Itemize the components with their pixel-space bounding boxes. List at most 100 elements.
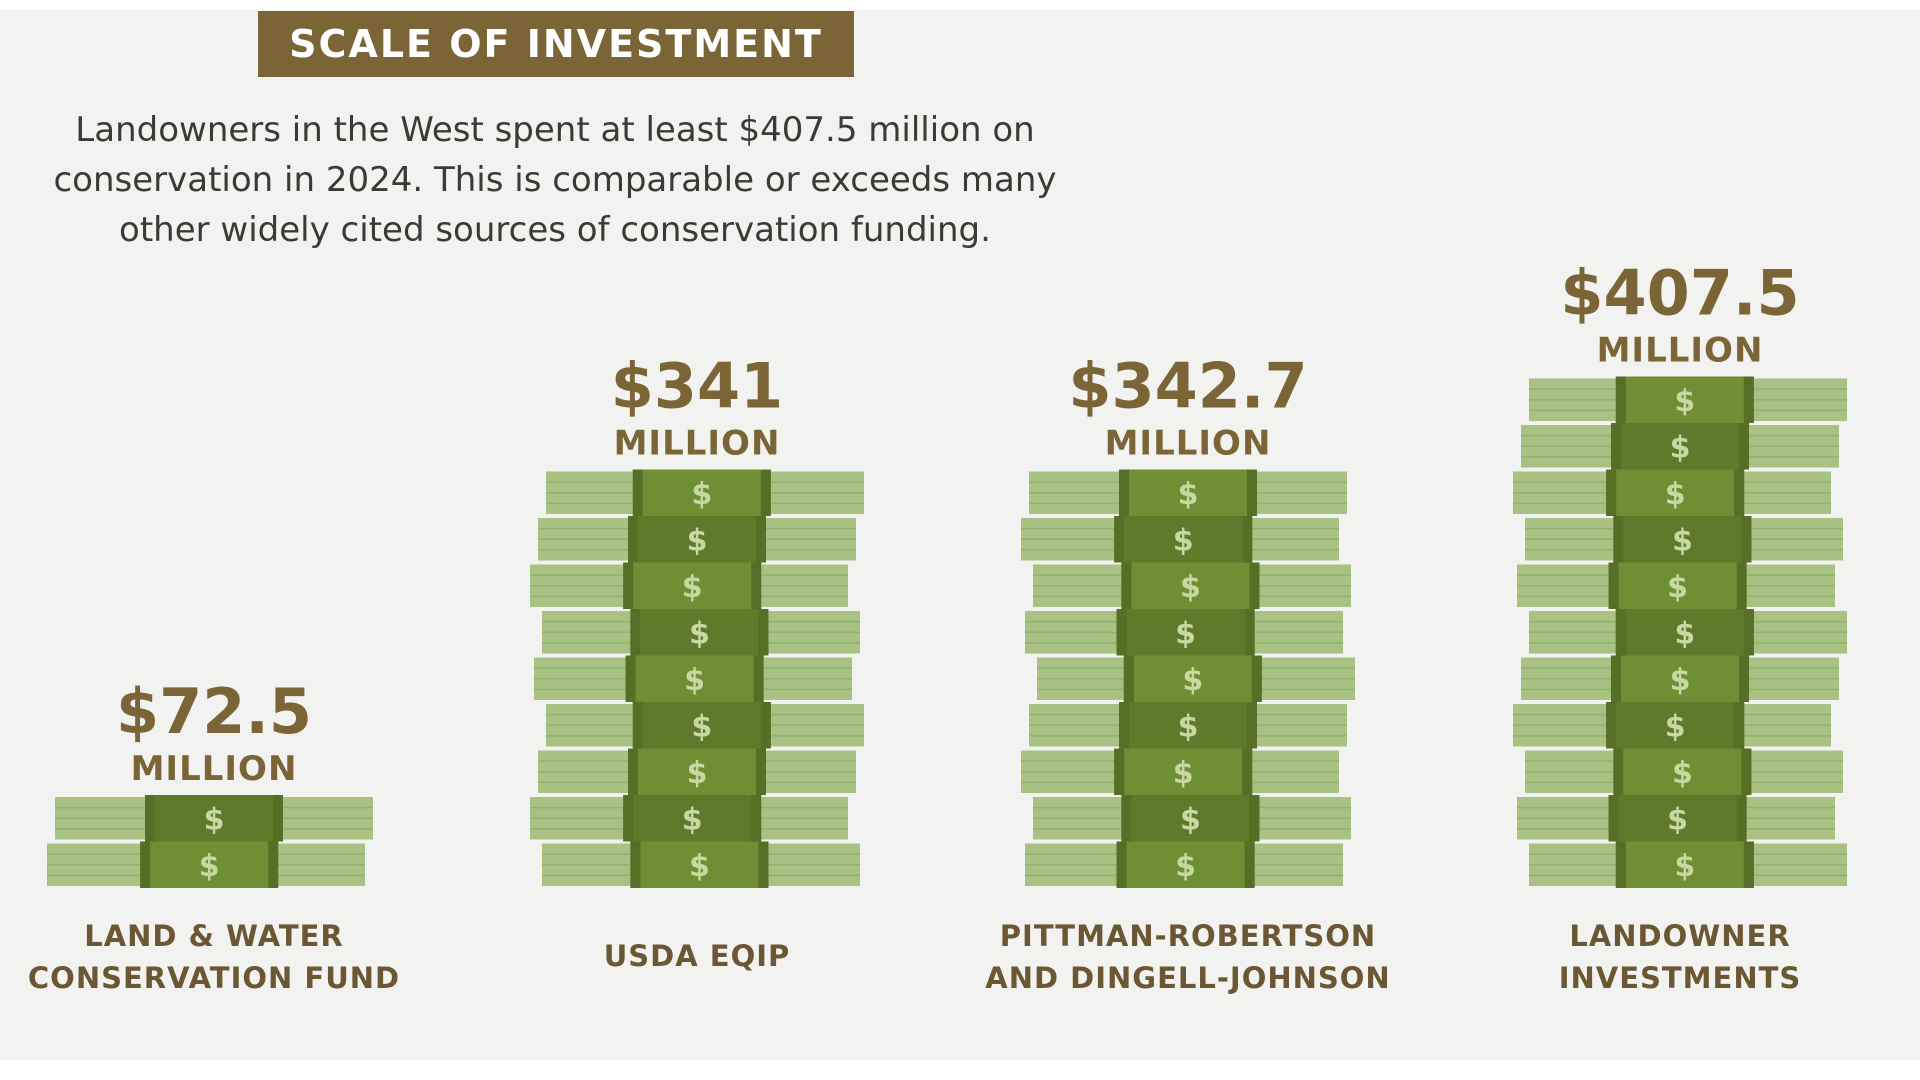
bill-band-edge [1739, 655, 1749, 702]
bill-band-edge [1741, 748, 1752, 795]
dollar-sign-icon: $ [1670, 663, 1691, 698]
dollar-sign-icon: $ [1667, 570, 1688, 605]
dollar-sign-icon: $ [687, 523, 708, 558]
bill-band-edge [628, 516, 638, 563]
page-title: SCALE OF INVESTMENT [258, 11, 854, 77]
value-unit-label: MILLION [1597, 331, 1764, 371]
bill-band-edge [1247, 469, 1257, 516]
bill-band-edge [623, 562, 634, 609]
dollar-sign-icon: $ [682, 802, 703, 837]
bill-band-edge [1114, 516, 1125, 563]
bill-band [628, 748, 766, 795]
category-label: AND DINGELL-JOHNSON [985, 961, 1390, 995]
bill-bundle: $ [1513, 702, 1831, 749]
bill-band-edge [1123, 655, 1134, 702]
bill-band-edge [632, 469, 643, 516]
bill-band-edge [1736, 795, 1747, 842]
bill-band-edge [623, 795, 634, 842]
dollar-sign-icon: $ [1665, 709, 1686, 744]
dollar-sign-icon: $ [682, 570, 703, 605]
bill-band-edge [1242, 516, 1253, 563]
bill-band [1114, 516, 1253, 563]
bill-band [1615, 841, 1754, 888]
value-label: $341 [611, 350, 784, 423]
intro-line: Landowners in the West spent at least $4… [75, 110, 1035, 150]
dollar-sign-icon: $ [1173, 523, 1194, 558]
bill-band [1121, 562, 1260, 609]
bill-band-edge [1613, 748, 1624, 795]
bill-band-edge [273, 795, 283, 842]
bill-band [623, 562, 762, 609]
dollar-sign-icon: $ [1180, 802, 1201, 837]
bill-bundle: $ [1033, 562, 1351, 609]
bill-bundle: $ [1529, 609, 1847, 656]
bill-bundle: $ [542, 841, 860, 888]
bill-bundle: $ [1525, 748, 1843, 795]
dollar-sign-icon: $ [1665, 477, 1686, 512]
bill-bundle: $ [1021, 748, 1339, 795]
bill-band-edge [1741, 516, 1752, 563]
bill-band-edge [1743, 841, 1754, 888]
dollar-sign-icon: $ [691, 477, 712, 512]
bill-bundle: $ [1025, 609, 1343, 656]
dollar-sign-icon: $ [1175, 616, 1196, 651]
bill-band-edge [1249, 795, 1260, 842]
bill-band-edge [1119, 702, 1129, 749]
bill-band [1608, 795, 1747, 842]
value-unit-label: MILLION [614, 424, 781, 464]
bill-band-edge [1608, 562, 1619, 609]
intro-paragraph: Landowners in the West spent at least $4… [10, 105, 1100, 255]
bill-bundle: $ [1521, 655, 1839, 702]
dollar-sign-icon: $ [689, 616, 710, 651]
bill-band-edge [1743, 376, 1754, 423]
bill-band [1114, 748, 1253, 795]
dollar-sign-icon: $ [1672, 756, 1693, 791]
bill-band [632, 469, 771, 516]
bill-bundle: $ [1025, 841, 1343, 888]
bill-band [1608, 562, 1747, 609]
bill-band-edge [628, 748, 638, 795]
bill-band-edge [1615, 376, 1626, 423]
bill-bundle: $ [1029, 469, 1347, 516]
bill-band-edge [625, 655, 636, 702]
bill-band-edge [756, 748, 766, 795]
bill-bundle: $ [1033, 795, 1351, 842]
bill-band-edge [1734, 702, 1745, 749]
bill-band [1606, 702, 1745, 749]
bill-band [632, 702, 771, 749]
bill-band-edge [1611, 655, 1621, 702]
bill-band [1611, 655, 1749, 702]
bill-band [1611, 423, 1749, 470]
bill-band [1613, 748, 1752, 795]
bill-band-edge [758, 609, 769, 656]
value-unit-label: MILLION [131, 749, 298, 789]
bill-band [145, 795, 283, 842]
bill-band-edge [756, 516, 766, 563]
bill-bundle: $ [1517, 795, 1835, 842]
dollar-sign-icon: $ [1182, 663, 1203, 698]
bill-bundle: $ [1517, 562, 1835, 609]
value-label: $342.7 [1068, 350, 1307, 423]
bill-band-edge [1615, 609, 1626, 656]
bill-bundle: $ [1521, 423, 1839, 470]
bill-band-edge [1244, 841, 1255, 888]
bill-band [1121, 795, 1260, 842]
bill-band-edge [1249, 562, 1260, 609]
bill-band [630, 841, 769, 888]
bill-band-edge [1119, 469, 1129, 516]
bill-band-edge [1736, 562, 1747, 609]
bill-band [1615, 609, 1754, 656]
dollar-sign-icon: $ [691, 709, 712, 744]
bill-bundle: $ [530, 795, 848, 842]
category-label: USDA EQIP [604, 939, 791, 973]
bill-band-edge [751, 795, 762, 842]
bill-band-edge [758, 841, 769, 888]
bill-bundle: $ [1029, 702, 1347, 749]
dollar-sign-icon: $ [684, 663, 705, 698]
dollar-sign-icon: $ [1674, 616, 1695, 651]
bill-band [1613, 516, 1752, 563]
bill-bundle: $ [1037, 655, 1355, 702]
bill-band [625, 655, 764, 702]
